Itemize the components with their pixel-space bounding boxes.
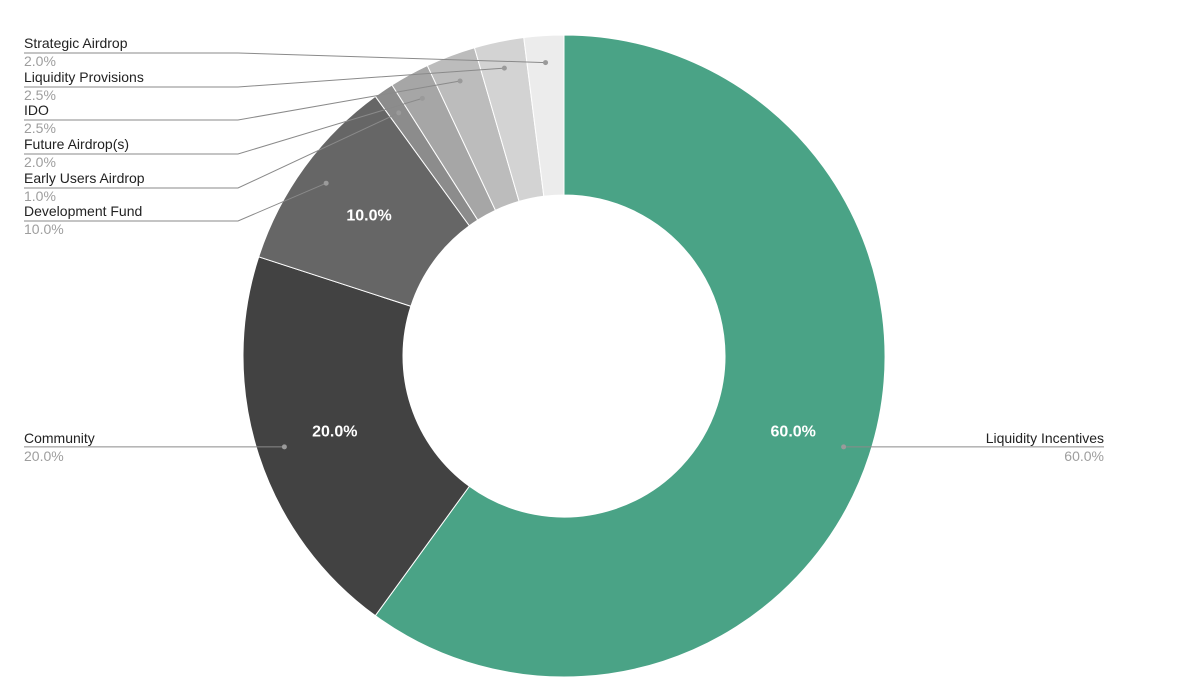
leader-dot-development-fund — [323, 180, 329, 186]
leader-dot-strategic-airdrop — [543, 60, 549, 66]
leader-line-liquidity-provisions — [24, 67, 505, 88]
label-name-liquidity-incentives: Liquidity Incentives — [986, 430, 1104, 446]
label-value-early-users-airdrop: 1.0% — [24, 188, 56, 204]
leader-line-ido — [24, 80, 461, 121]
label-value-liquidity-incentives: 60.0% — [1064, 448, 1104, 464]
slice-strategic-airdrop — [523, 34, 565, 197]
label-value-development-fund: 10.0% — [24, 221, 64, 237]
leader-dot-ido — [457, 78, 463, 84]
slice-percent-community: 20.0% — [312, 423, 357, 440]
label-name-community: Community — [24, 430, 95, 446]
label-value-strategic-airdrop: 2.0% — [24, 53, 56, 69]
slice-community — [242, 256, 471, 617]
leader-line-future-airdrop-s — [24, 97, 423, 155]
label-value-future-airdrop-s: 2.0% — [24, 154, 56, 170]
leader-dot-early-users-airdrop — [396, 110, 402, 116]
leader-line-development-fund — [24, 182, 327, 222]
label-name-future-airdrop-s: Future Airdrop(s) — [24, 136, 129, 152]
label-value-ido: 2.5% — [24, 120, 56, 136]
slice-percent-development-fund: 10.0% — [346, 207, 391, 224]
label-value-community: 20.0% — [24, 448, 64, 464]
label-value-liquidity-provisions: 2.5% — [24, 87, 56, 103]
leader-line-strategic-airdrop — [24, 52, 546, 64]
donut-slices — [242, 34, 886, 678]
label-name-development-fund: Development Fund — [24, 203, 142, 219]
leader-dot-liquidity-incentives — [841, 444, 847, 450]
leader-dot-liquidity-provisions — [501, 65, 507, 71]
slice-percent-liquidity-incentives: 60.0% — [771, 423, 816, 440]
leader-dot-community — [281, 444, 287, 450]
label-name-ido: IDO — [24, 102, 49, 118]
label-name-liquidity-provisions: Liquidity Provisions — [24, 69, 144, 85]
label-name-strategic-airdrop: Strategic Airdrop — [24, 35, 128, 51]
label-name-early-users-airdrop: Early Users Airdrop — [24, 170, 145, 186]
leader-line-early-users-airdrop — [24, 112, 399, 189]
leader-labels: Liquidity Incentives 60.0% Community 20.0% D… — [24, 35, 1104, 464]
leader-dot-future-airdrop-s — [419, 95, 425, 101]
slice-liquidity-incentives — [374, 34, 886, 678]
inside-percent-labels: 60.0% 20.0% 10.0% — [312, 207, 816, 440]
